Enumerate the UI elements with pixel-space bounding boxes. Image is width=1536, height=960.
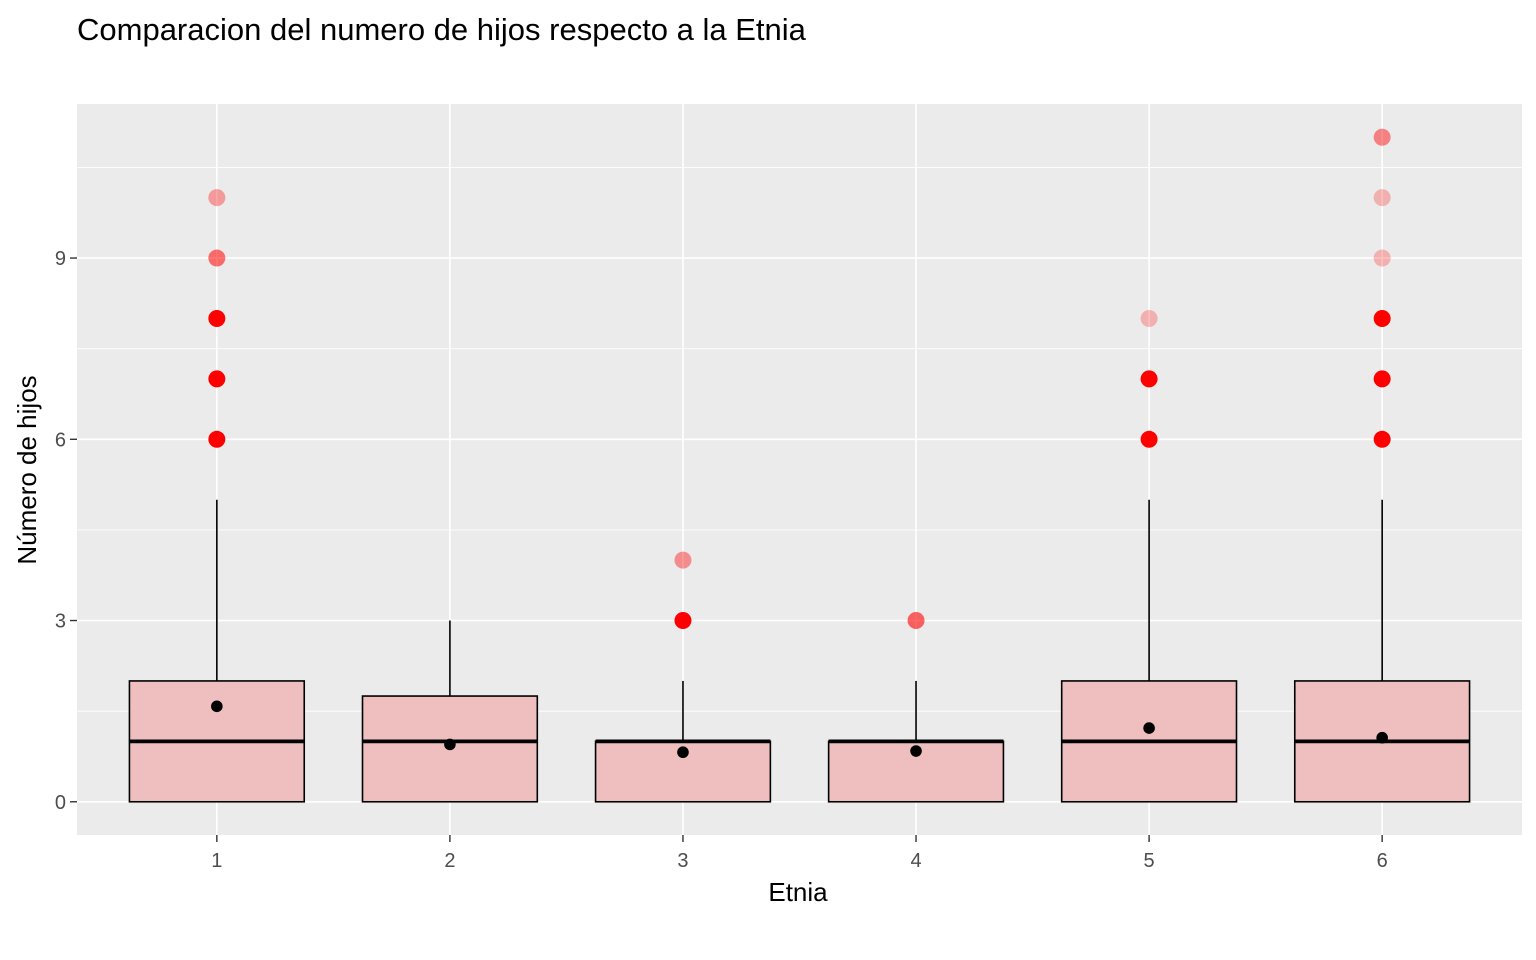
outlier-point xyxy=(907,612,925,630)
outlier-point xyxy=(208,370,226,388)
y-axis: 0 3 6 9 xyxy=(55,248,77,814)
y-tick-label: 9 xyxy=(55,248,66,270)
box-group-5 xyxy=(1060,309,1238,803)
outlier-point xyxy=(208,309,226,327)
plot-panel xyxy=(77,104,1522,835)
outlier-point xyxy=(674,551,692,569)
y-axis-title: Número de hijos xyxy=(12,375,42,564)
outlier-point xyxy=(1373,309,1391,327)
outlier-point xyxy=(208,249,226,267)
boxes xyxy=(128,128,1471,803)
x-tick-label: 3 xyxy=(677,850,688,872)
mean-point xyxy=(211,700,223,713)
outlier-point xyxy=(208,189,226,207)
x-tick-label: 6 xyxy=(1377,850,1388,872)
box-group-2 xyxy=(361,620,539,803)
outlier-point xyxy=(1140,309,1158,327)
x-tick-label: 2 xyxy=(444,850,455,872)
mean-point xyxy=(677,746,689,759)
box-group-1 xyxy=(128,189,306,803)
mean-point xyxy=(1376,731,1388,744)
outlier-point xyxy=(1140,370,1158,388)
x-axis-title: Etnia xyxy=(768,877,828,907)
y-tick-label: 6 xyxy=(55,429,66,451)
mean-point xyxy=(1143,722,1155,734)
outlier-point xyxy=(1140,430,1158,448)
outlier-point xyxy=(674,612,692,630)
chart-title: Comparacion del numero de hijos respecto… xyxy=(77,12,807,47)
outlier-point xyxy=(1373,128,1391,146)
outlier-point xyxy=(1373,249,1391,267)
grid-minor xyxy=(77,166,1522,712)
box-group-6 xyxy=(1293,128,1471,803)
outlier-point xyxy=(1373,430,1391,448)
x-tick-label: 1 xyxy=(211,850,222,872)
x-axis: 1 2 3 4 5 6 xyxy=(211,835,1388,872)
x-tick-label: 5 xyxy=(1144,850,1155,872)
box-group-3 xyxy=(594,551,772,803)
outlier-point xyxy=(1373,370,1391,388)
mean-point xyxy=(444,738,456,751)
box-group-4 xyxy=(827,612,1005,803)
y-tick-label: 0 xyxy=(55,792,66,814)
outlier-point xyxy=(208,430,226,448)
y-tick-label: 3 xyxy=(55,611,66,633)
outlier-point xyxy=(1373,189,1391,207)
x-tick-label: 4 xyxy=(910,850,921,872)
mean-point xyxy=(910,745,922,757)
